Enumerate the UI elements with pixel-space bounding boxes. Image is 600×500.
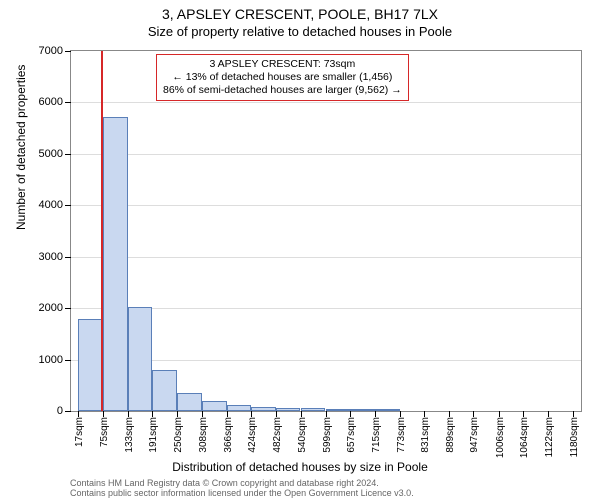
histogram-bar: [227, 405, 252, 411]
y-tick-label: 4000: [39, 199, 71, 211]
histogram-bar: [251, 407, 276, 411]
y-tick-label: 7000: [39, 45, 71, 57]
histogram-bar: [350, 409, 375, 411]
x-tick-label: 482sqm: [272, 417, 283, 453]
x-tick-label: 75sqm: [99, 417, 110, 447]
x-tick-label: 1180sqm: [569, 417, 580, 457]
y-tick-label: 6000: [39, 96, 71, 108]
gridline: [71, 257, 581, 258]
footer-line-2: Contains public sector information licen…: [70, 488, 414, 498]
plot-area: 3 APSLEY CRESCENT: 73sqm ← 13% of detach…: [70, 50, 582, 412]
histogram-bar: [128, 307, 153, 411]
x-tick-label: 540sqm: [297, 417, 308, 453]
histogram-bar: [301, 408, 326, 411]
x-tick-label: 133sqm: [124, 417, 135, 453]
x-tick-label: 308sqm: [198, 417, 209, 453]
y-axis-title: Number of detached properties: [14, 65, 28, 230]
x-axis-title: Distribution of detached houses by size …: [0, 460, 600, 474]
x-tick-label: 366sqm: [223, 417, 234, 453]
histogram-bar: [152, 370, 177, 411]
x-tick-label: 1006sqm: [495, 417, 506, 458]
footer-line-1: Contains HM Land Registry data © Crown c…: [70, 478, 414, 488]
x-tick-label: 657sqm: [346, 417, 357, 453]
annotation-line-2: ← 13% of detached houses are smaller (1,…: [163, 71, 402, 84]
gridline: [71, 205, 581, 206]
x-tick-label: 1122sqm: [544, 417, 555, 457]
x-tick-label: 715sqm: [371, 417, 382, 453]
chart-title-main: 3, APSLEY CRESCENT, POOLE, BH17 7LX: [0, 0, 600, 22]
x-tick-label: 191sqm: [148, 417, 159, 453]
x-tick-label: 831sqm: [420, 417, 431, 453]
y-tick-label: 1000: [39, 354, 71, 366]
histogram-bar: [177, 393, 202, 412]
annotation-box: 3 APSLEY CRESCENT: 73sqm ← 13% of detach…: [156, 54, 409, 101]
x-tick-label: 947sqm: [469, 417, 480, 453]
x-tick-label: 889sqm: [445, 417, 456, 453]
highlight-marker: [101, 51, 103, 411]
x-tick-label: 424sqm: [247, 417, 258, 453]
y-tick-label: 2000: [39, 302, 71, 314]
x-tick-label: 599sqm: [322, 417, 333, 453]
y-tick-label: 3000: [39, 251, 71, 263]
histogram-bar: [78, 319, 103, 411]
x-tick-label: 1064sqm: [519, 417, 530, 458]
chart-title-sub: Size of property relative to detached ho…: [0, 22, 600, 39]
x-tick-label: 250sqm: [173, 417, 184, 453]
gridline: [71, 102, 581, 103]
chart-container: 3, APSLEY CRESCENT, POOLE, BH17 7LX Size…: [0, 0, 600, 500]
annotation-line-3: 86% of semi-detached houses are larger (…: [163, 84, 402, 97]
gridline: [71, 154, 581, 155]
histogram-bar: [202, 401, 227, 411]
x-tick-label: 773sqm: [396, 417, 407, 453]
y-tick-label: 0: [57, 405, 71, 417]
footer-text: Contains HM Land Registry data © Crown c…: [70, 478, 414, 499]
histogram-bar: [326, 409, 351, 411]
histogram-bar: [276, 408, 301, 411]
annotation-line-1: 3 APSLEY CRESCENT: 73sqm: [163, 58, 402, 71]
histogram-bar: [103, 117, 128, 411]
y-tick-label: 5000: [39, 148, 71, 160]
x-tick-label: 17sqm: [74, 417, 85, 447]
histogram-bar: [375, 409, 400, 411]
